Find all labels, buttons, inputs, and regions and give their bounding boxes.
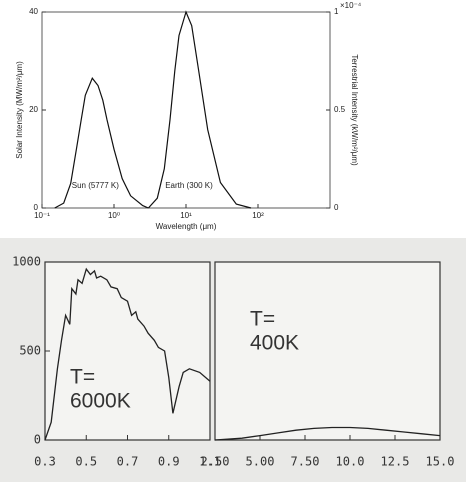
y2-axis-label: Terrestrial Intensity (kW/m²/μm) xyxy=(350,54,359,166)
x-tick-label: 0.7 xyxy=(117,455,139,469)
y-tick-label: 0 xyxy=(34,203,39,212)
y-tick-label: 500 xyxy=(19,344,41,358)
annotation: T= xyxy=(250,308,275,331)
x-tick-label: 2.50 xyxy=(201,455,230,469)
plot-frame xyxy=(41,11,331,209)
series-label: Sun (5777 K) xyxy=(72,181,119,190)
series-line xyxy=(44,267,211,441)
x-tick-label: 0.9 xyxy=(158,455,180,469)
y2-tick-label: 0 xyxy=(334,203,339,212)
y-tick-label: 0 xyxy=(34,433,41,447)
series-line xyxy=(214,426,441,441)
x-tick-label: 10⁻¹ xyxy=(34,211,50,220)
x-tick-label: 0.5 xyxy=(75,455,97,469)
series-label: Earth (300 K) xyxy=(165,181,213,190)
x-tick-label: 10¹ xyxy=(180,211,192,220)
y2-tick-label: 1 xyxy=(334,7,339,16)
x-tick-label: 10⁰ xyxy=(108,211,120,220)
x-tick-label: 10.0 xyxy=(336,455,365,469)
x-axis-label: Wavelength (μm) xyxy=(156,222,217,231)
x-tick-label: 10² xyxy=(252,211,264,220)
series-line xyxy=(54,77,149,209)
x-tick-label: 5.00 xyxy=(246,455,275,469)
y2-exponent: ×10⁻⁴ xyxy=(340,1,362,10)
x-tick-label: 0.3 xyxy=(34,455,56,469)
y-axis-label: Solar Intensity (MW/m²/μm) xyxy=(15,61,24,159)
y2-tick-label: 0.5 xyxy=(334,105,346,114)
x-tick-label: 1.1 xyxy=(199,455,221,469)
x-tick-label: 15.0 xyxy=(426,455,455,469)
x-tick-label: 7.50 xyxy=(291,455,320,469)
plot-frame xyxy=(214,261,441,441)
annotation: 400K xyxy=(250,332,299,355)
annotation: 6000K xyxy=(70,390,131,413)
plot-frame xyxy=(44,261,211,441)
y-tick-label: 40 xyxy=(29,7,38,16)
y-tick-label: 20 xyxy=(29,105,38,114)
annotation: T= xyxy=(70,366,95,389)
x-tick-label: 12.5 xyxy=(381,455,410,469)
y-tick-label: 1000 xyxy=(12,255,41,269)
series-line xyxy=(147,10,252,209)
